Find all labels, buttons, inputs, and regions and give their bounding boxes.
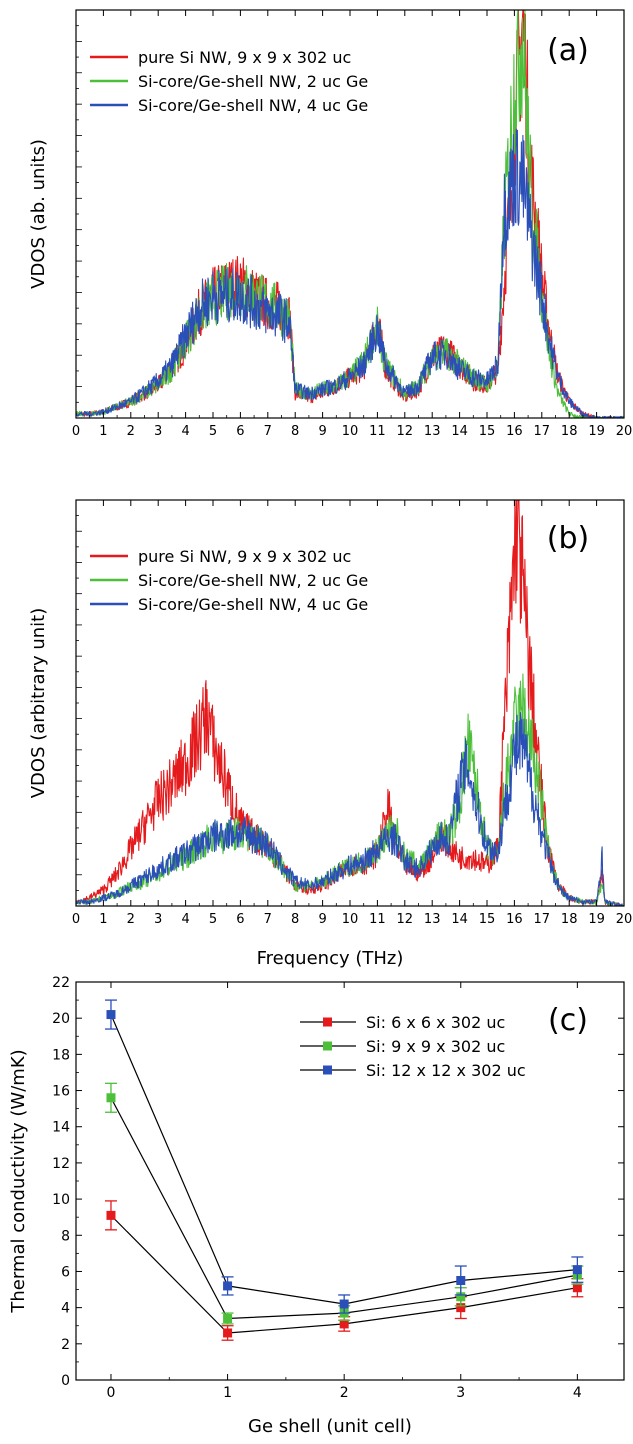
- x-tick-label: 16: [506, 912, 523, 927]
- x-axis-label: Frequency (THz): [257, 948, 404, 969]
- y-tick-label: 18: [52, 1047, 70, 1063]
- x-tick-label: 2: [127, 912, 135, 927]
- y-tick-label: 6: [61, 1264, 70, 1280]
- x-tick-label: 1: [223, 1385, 232, 1401]
- data-point: [339, 1299, 349, 1309]
- x-tick-label: 0: [72, 424, 80, 439]
- x-tick-label: 4: [181, 912, 189, 927]
- data-point: [223, 1281, 233, 1291]
- x-tick-label: 8: [291, 912, 299, 927]
- data-point: [106, 1093, 116, 1103]
- x-tick-label: 4: [573, 1385, 582, 1401]
- x-tick-label: 20: [616, 912, 633, 927]
- x-tick-label: 13: [424, 912, 441, 927]
- data-point: [456, 1303, 466, 1313]
- x-tick-label: 19: [588, 424, 605, 439]
- x-tick-label: 7: [264, 912, 272, 927]
- data-point: [456, 1276, 466, 1285]
- legend-label: Si-core/Ge-shell NW, 2 uc Ge: [138, 571, 368, 590]
- x-tick-label: 0: [107, 1385, 116, 1401]
- x-tick-label: 10: [342, 912, 359, 927]
- y-tick-label: 4: [61, 1301, 70, 1317]
- data-point: [106, 1010, 116, 1020]
- x-tick-label: 13: [424, 424, 441, 439]
- legend-label: pure Si NW, 9 x 9 x 302 uc: [138, 48, 351, 67]
- panel-tag: (a): [547, 33, 589, 68]
- x-tick-label: 9: [318, 912, 326, 927]
- x-tick-label: 2: [127, 424, 135, 439]
- x-tick-label: 3: [154, 912, 162, 927]
- y-axis-label: VDOS (ab. units): [28, 139, 49, 289]
- panel-tag: (b): [547, 521, 589, 556]
- y-tick-label: 16: [52, 1084, 70, 1100]
- x-tick-label: 15: [479, 912, 496, 927]
- x-tick-label: 5: [209, 912, 217, 927]
- x-tick-label: 19: [588, 912, 605, 927]
- data-point: [223, 1313, 233, 1323]
- x-tick-label: 10: [342, 424, 359, 439]
- y-tick-label: 0: [61, 1373, 70, 1389]
- x-tick-label: 14: [451, 424, 468, 439]
- x-tick-label: 12: [397, 424, 414, 439]
- y-axis-label: VDOS (arbitrary unit): [28, 608, 49, 799]
- x-tick-label: 17: [534, 424, 551, 439]
- legend-label: pure Si NW, 9 x 9 x 302 uc: [138, 547, 351, 566]
- legend-marker: [323, 1041, 332, 1051]
- legend-marker: [323, 1017, 332, 1027]
- legend-label: Si-core/Ge-shell NW, 2 uc Ge: [138, 72, 368, 91]
- x-tick-label: 1: [99, 912, 107, 927]
- x-tick-label: 11: [369, 424, 386, 439]
- legend-label: Si: 6 x 6 x 302 uc: [366, 1013, 505, 1032]
- series-line-3: [75, 128, 625, 419]
- x-tick-label: 6: [236, 424, 244, 439]
- x-tick-label: 12: [397, 912, 414, 927]
- x-tick-label: 0: [72, 912, 80, 927]
- x-tick-label: 3: [154, 424, 162, 439]
- legend-label: Si-core/Ge-shell NW, 4 uc Ge: [138, 96, 368, 115]
- x-tick-label: 4: [181, 424, 189, 439]
- x-tick-label: 8: [291, 424, 299, 439]
- data-point: [223, 1328, 233, 1338]
- data-point: [572, 1265, 582, 1275]
- data-point: [339, 1319, 349, 1329]
- x-tick-label: 9: [318, 424, 326, 439]
- data-point: [572, 1283, 582, 1293]
- x-tick-label: 11: [369, 912, 386, 927]
- x-tick-label: 15: [479, 424, 496, 439]
- y-tick-label: 8: [61, 1228, 70, 1244]
- x-axis-label: Ge shell (unit cell): [248, 1416, 412, 1437]
- x-tick-label: 1: [99, 424, 107, 439]
- x-tick-label: 20: [616, 424, 633, 439]
- legend-marker: [323, 1065, 332, 1075]
- y-tick-label: 10: [52, 1192, 70, 1208]
- y-tick-label: 12: [52, 1156, 70, 1172]
- x-tick-label: 7: [264, 424, 272, 439]
- y-tick-label: 14: [52, 1120, 70, 1136]
- x-tick-label: 16: [506, 424, 523, 439]
- y-tick-label: 2: [61, 1337, 70, 1353]
- legend-label: Si-core/Ge-shell NW, 4 uc Ge: [138, 595, 368, 614]
- panel-tag: (c): [548, 1003, 588, 1038]
- legend-label: Si: 12 x 12 x 302 uc: [366, 1061, 526, 1080]
- x-tick-label: 5: [209, 424, 217, 439]
- legend-label: Si: 9 x 9 x 302 uc: [366, 1037, 505, 1056]
- x-tick-label: 2: [340, 1385, 349, 1401]
- y-tick-label: 22: [52, 975, 70, 991]
- x-tick-label: 18: [561, 424, 578, 439]
- y-tick-label: 20: [52, 1011, 70, 1027]
- x-tick-label: 3: [456, 1385, 465, 1401]
- data-point: [456, 1292, 466, 1302]
- x-tick-label: 17: [534, 912, 551, 927]
- y-axis-label: Thermal conductivity (W/mK): [8, 1049, 29, 1313]
- data-point: [106, 1210, 116, 1220]
- x-tick-label: 6: [236, 912, 244, 927]
- series-line-3: [75, 711, 625, 907]
- x-tick-label: 18: [561, 912, 578, 927]
- x-tick-label: 14: [451, 912, 468, 927]
